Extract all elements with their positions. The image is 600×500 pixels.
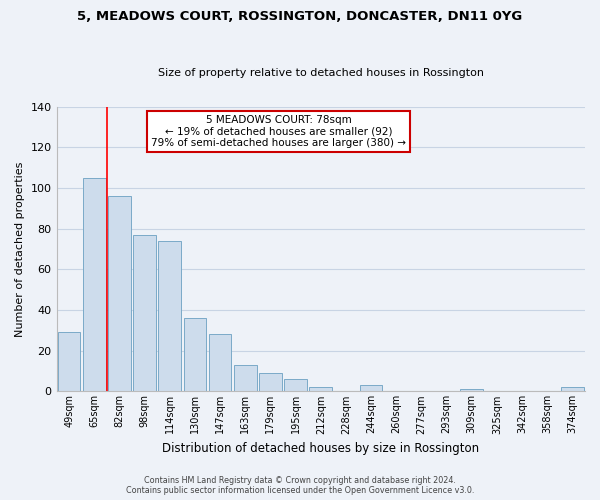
Bar: [310, 388, 332, 392]
Bar: [158, 241, 181, 392]
Bar: [133, 234, 156, 392]
Bar: [234, 365, 257, 392]
Bar: [108, 196, 131, 392]
Bar: [209, 334, 232, 392]
Title: Size of property relative to detached houses in Rossington: Size of property relative to detached ho…: [158, 68, 484, 78]
Bar: [360, 386, 382, 392]
Bar: [460, 390, 483, 392]
Bar: [284, 379, 307, 392]
Bar: [58, 332, 80, 392]
Bar: [83, 178, 106, 392]
Y-axis label: Number of detached properties: Number of detached properties: [15, 162, 25, 336]
Text: 5, MEADOWS COURT, ROSSINGTON, DONCASTER, DN11 0YG: 5, MEADOWS COURT, ROSSINGTON, DONCASTER,…: [77, 10, 523, 23]
Bar: [184, 318, 206, 392]
Bar: [259, 373, 282, 392]
X-axis label: Distribution of detached houses by size in Rossington: Distribution of detached houses by size …: [162, 442, 479, 455]
Text: 5 MEADOWS COURT: 78sqm
← 19% of detached houses are smaller (92)
79% of semi-det: 5 MEADOWS COURT: 78sqm ← 19% of detached…: [151, 115, 406, 148]
Bar: [561, 388, 584, 392]
Text: Contains HM Land Registry data © Crown copyright and database right 2024.
Contai: Contains HM Land Registry data © Crown c…: [126, 476, 474, 495]
